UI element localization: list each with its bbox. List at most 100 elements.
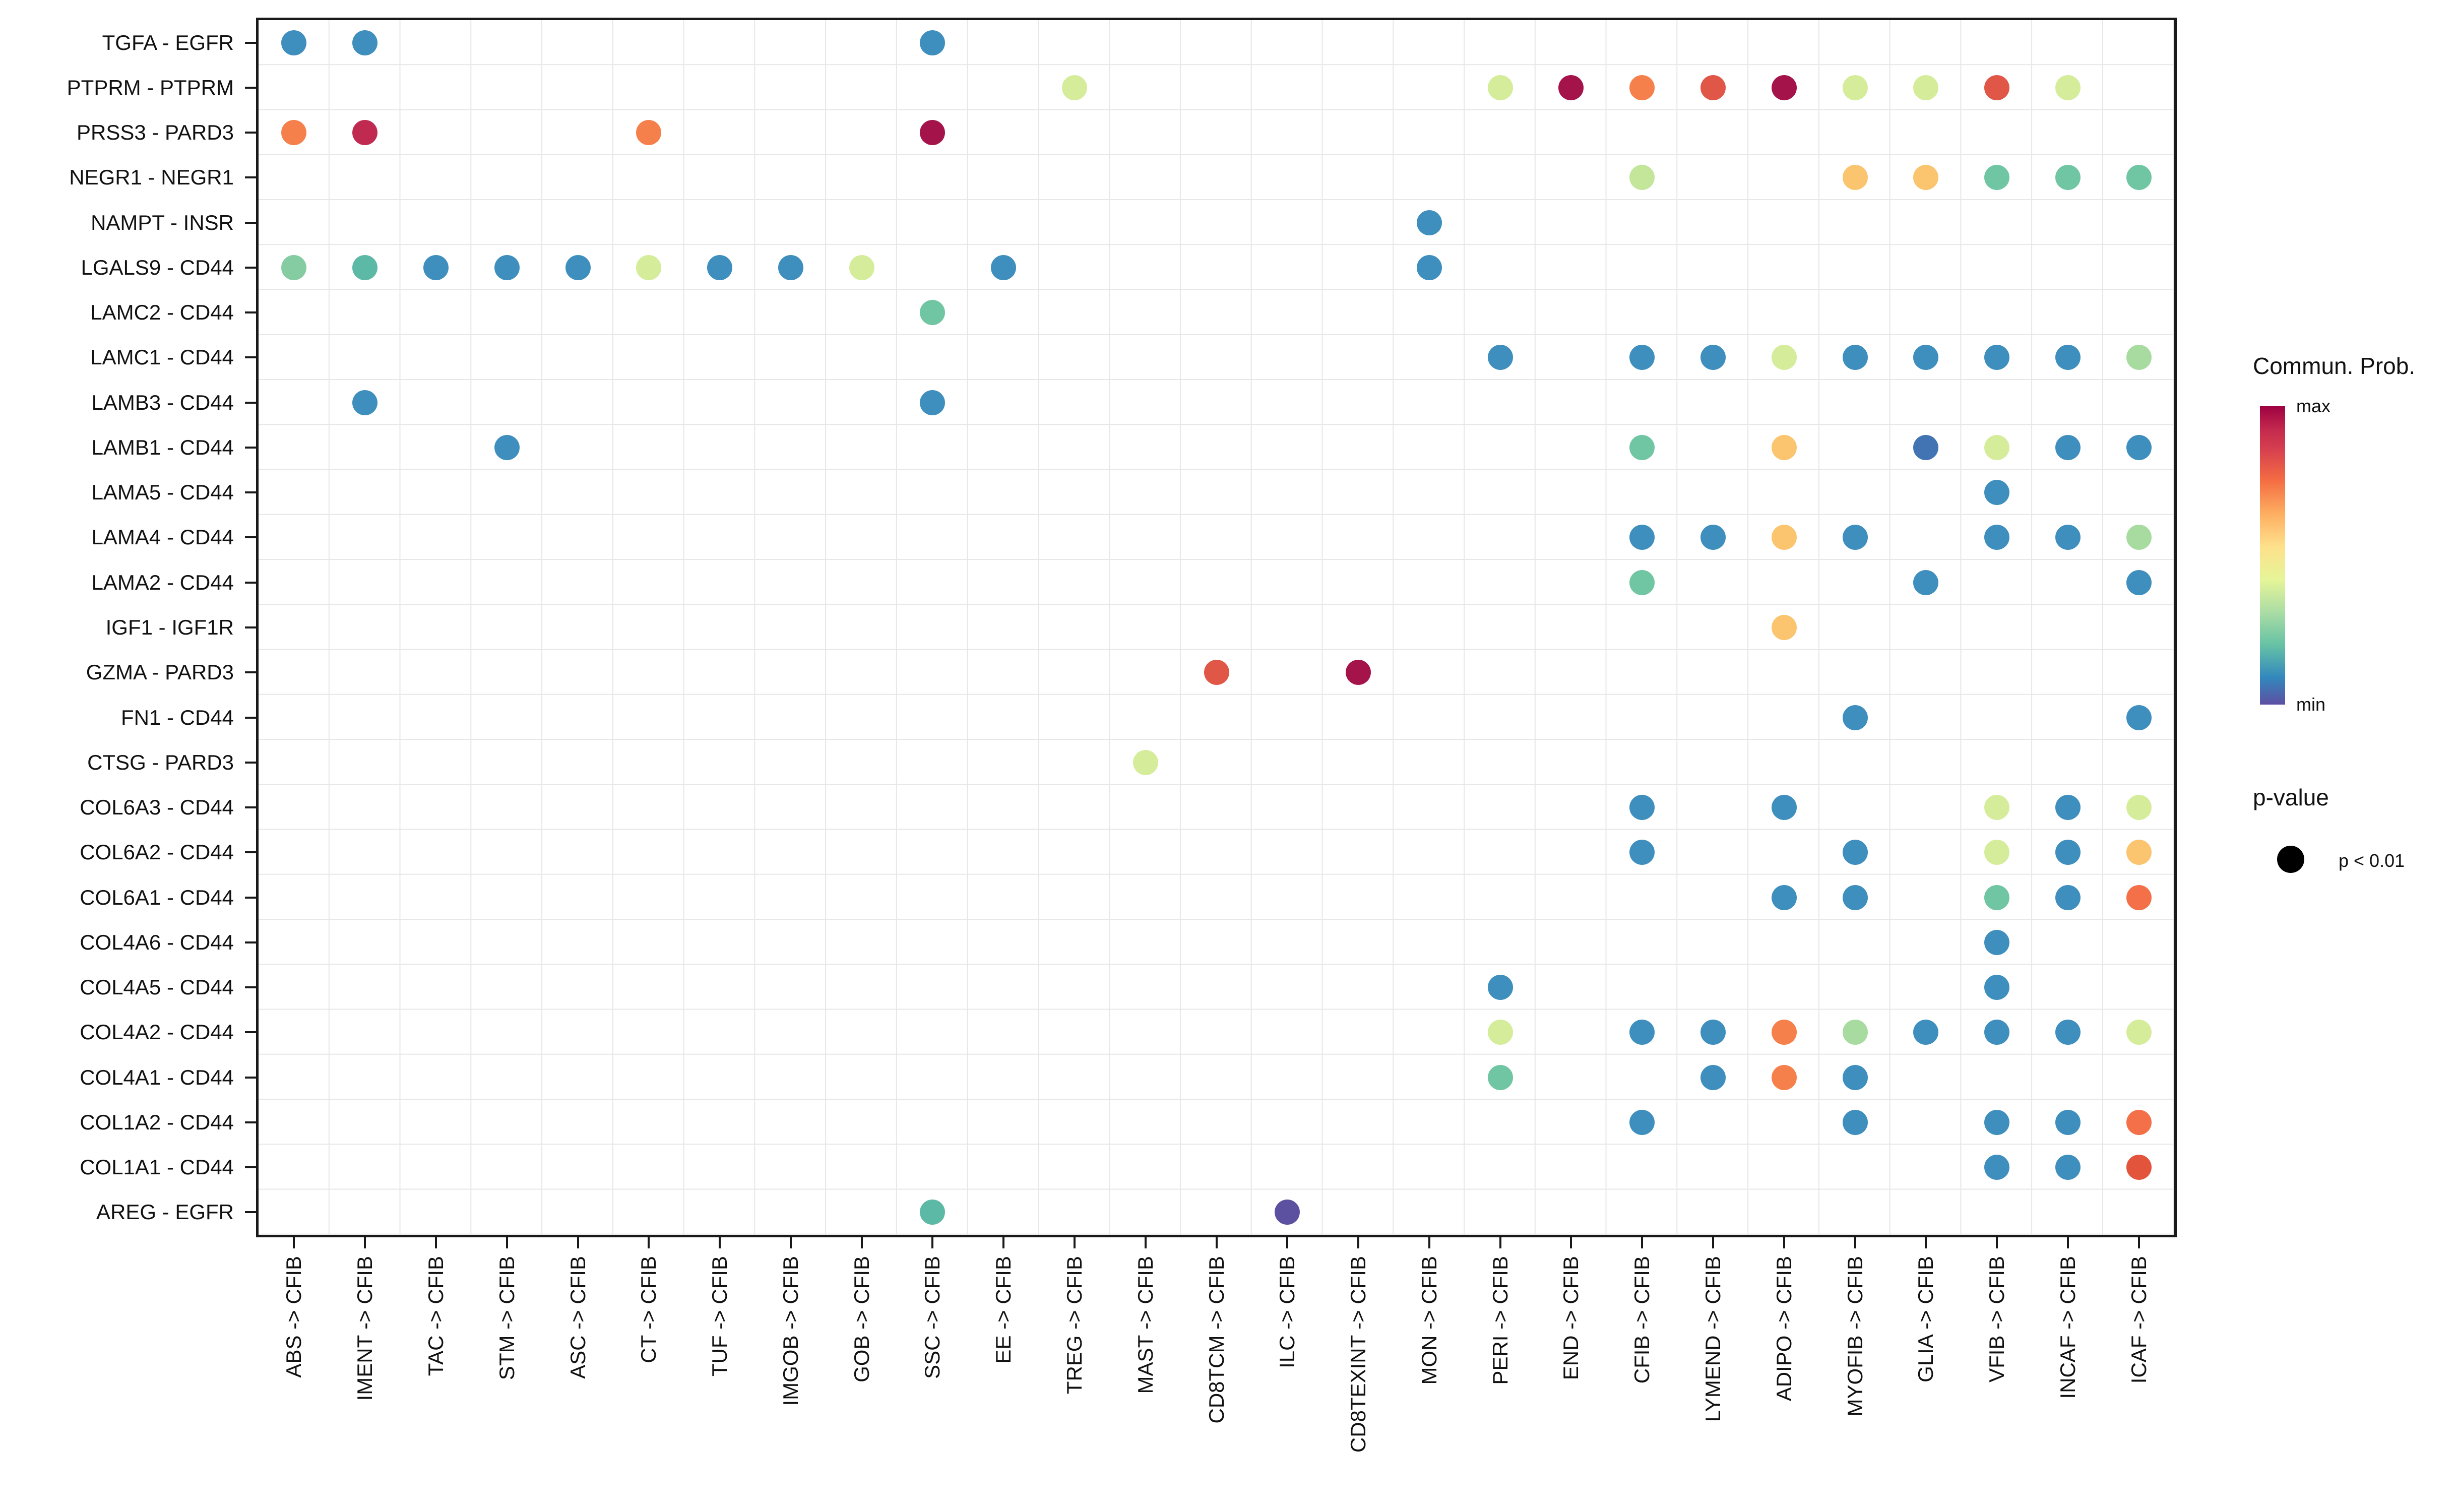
data-point [1984,1109,2010,1135]
x-axis-tick [1925,1237,1927,1248]
data-point [1984,1020,2010,1045]
y-axis-label: LAMA4 - CD44 [91,525,234,549]
y-axis-tick [245,311,256,314]
colorbar-gradient [2260,406,2285,705]
x-axis-label: MAST -> CFIB [1133,1256,1157,1394]
y-axis-tick [245,176,256,179]
y-axis-tick [245,491,256,494]
data-point [1984,75,2010,100]
y-axis-label: LAMA5 - CD44 [91,480,234,505]
x-axis-tick [1641,1237,1644,1248]
data-point [636,255,662,280]
data-point [1132,749,1158,775]
y-axis-label: PTPRM - PTPRM [67,75,234,99]
x-axis-label: EE -> CFIB [991,1256,1016,1364]
data-point [1487,1020,1513,1045]
data-point [352,120,378,146]
x-axis-tick [1144,1237,1147,1248]
data-point [1984,345,2010,370]
data-point [1984,1155,2010,1180]
data-point [2055,1109,2081,1135]
data-point [1842,345,1868,370]
data-point [1984,885,2010,910]
data-point [2055,795,2081,821]
data-point [281,255,307,280]
data-point [1700,75,1726,100]
data-point [1913,1020,1939,1045]
data-point [281,120,307,146]
data-point [1487,975,1513,1000]
data-point [1842,840,1868,865]
data-point [494,255,520,280]
y-axis-label: LAMC1 - CD44 [90,345,234,369]
data-point [1629,840,1655,865]
data-point [1984,795,2010,821]
y-axis-label: COL6A3 - CD44 [80,795,234,820]
data-point [1700,345,1726,370]
data-point [1842,1109,1868,1135]
data-point [1061,75,1087,100]
x-axis-label: MYOFIB -> CFIB [1843,1256,1867,1417]
data-point [2126,165,2152,191]
y-axis-label: LAMC2 - CD44 [90,300,234,325]
data-point [494,434,520,460]
y-axis-label: LGALS9 - CD44 [81,255,234,279]
data-point [1700,525,1726,550]
pvalue-item-label: p < 0.01 [2339,850,2405,871]
data-point [920,120,946,146]
data-point [1984,975,2010,1000]
data-point [1629,1020,1655,1045]
data-point [1771,434,1797,460]
x-axis-label: TREG -> CFIB [1062,1256,1086,1395]
data-point [1913,345,1939,370]
y-axis-label: COL4A2 - CD44 [80,1020,234,1044]
x-axis-label: ILC -> CFIB [1275,1256,1299,1368]
y-axis-tick [245,536,256,539]
y-axis-label: FN1 - CD44 [120,705,234,729]
y-axis-tick [245,671,256,674]
data-point [1842,705,1868,730]
y-axis-tick [245,1211,256,1214]
data-point [1913,75,1939,100]
x-axis-label: TAC -> CFIB [423,1256,448,1376]
x-axis-label: TUF -> CFIB [708,1256,732,1377]
x-axis-label: GOB -> CFIB [849,1256,873,1382]
x-axis-label: ICAF -> CFIB [2126,1256,2151,1384]
data-point [1700,1064,1726,1090]
x-axis-tick [2137,1237,2140,1248]
data-point [1913,570,1939,595]
x-axis-label: CD8TCM -> CFIB [1204,1256,1228,1424]
data-point [1984,480,2010,506]
y-axis-label: LAMB1 - CD44 [91,435,234,459]
data-point [1487,1064,1513,1090]
data-point [920,390,946,415]
y-axis-label: NEGR1 - NEGR1 [69,165,234,190]
x-axis-tick [719,1237,721,1248]
x-axis-label: IMGOB -> CFIB [778,1256,802,1406]
y-axis-tick [245,761,256,764]
data-point [352,390,378,415]
data-point [1416,210,1442,235]
x-axis-tick [1712,1237,1714,1248]
data-point [1629,1109,1655,1135]
y-axis-tick [245,401,256,404]
y-axis-tick [245,1031,256,1034]
x-axis-tick [1002,1237,1005,1248]
x-axis-tick [506,1237,508,1248]
x-axis-tick [931,1237,934,1248]
data-point [1771,345,1797,370]
data-point [352,30,378,55]
legend-color-title: Commun. Prob. [2253,353,2416,379]
x-axis-tick [1499,1237,1501,1248]
plot-panel [256,18,2177,1237]
data-point [2055,165,2081,191]
data-point [2055,434,2081,460]
data-point [1771,525,1797,550]
data-point [2126,705,2152,730]
y-axis-label: IGF1 - IGF1R [105,615,234,639]
data-point [1913,165,1939,191]
data-point [1416,255,1442,280]
y-axis-label: LAMA2 - CD44 [91,570,234,594]
x-axis-tick [434,1237,437,1248]
data-point [707,255,733,280]
